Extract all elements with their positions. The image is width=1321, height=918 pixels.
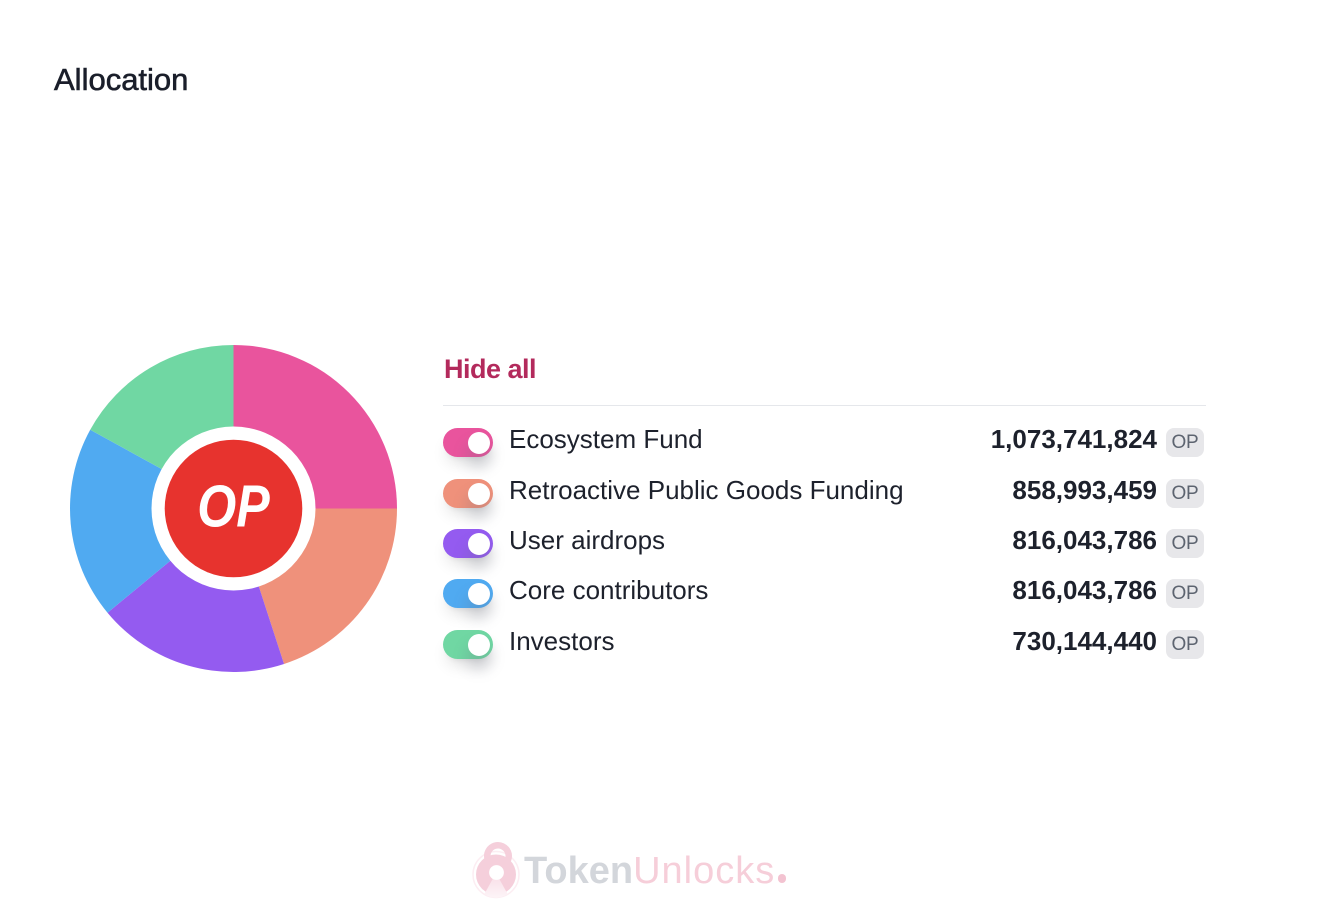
- svg-text:OP: OP: [197, 472, 270, 539]
